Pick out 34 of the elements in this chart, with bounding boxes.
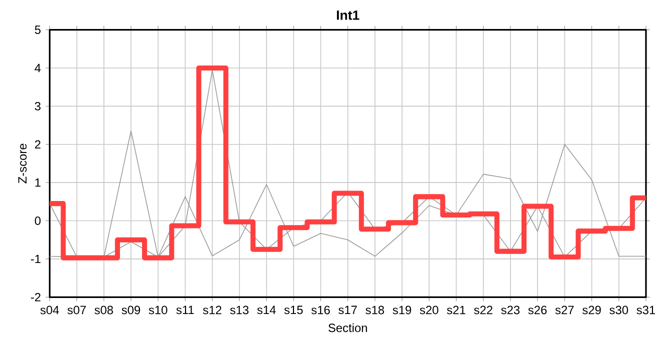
x-tick-label: s16 [311, 306, 330, 314]
x-tick-label: s13 [230, 306, 249, 314]
y-tick-label: 3 [34, 102, 41, 111]
x-tick-label: s18 [366, 306, 384, 314]
x-tick-label: s07 [68, 306, 86, 314]
x-tick-label: s31 [636, 306, 656, 314]
x-tick-label: s22 [474, 306, 492, 314]
y-tick-label: -1 [30, 254, 40, 264]
y-axis-title: Z-score [18, 144, 27, 184]
chart-title: Int1 [336, 10, 360, 20]
x-tick-label: s11 [176, 306, 194, 314]
x-axis-title: Section [328, 323, 367, 332]
x-tick-label: s21 [446, 306, 466, 314]
x-tick-label: s20 [420, 306, 438, 314]
x-tick-label: s17 [338, 306, 357, 314]
x-tick-label: s09 [122, 306, 140, 314]
x-tick-label: s26 [528, 306, 547, 314]
x-tick-label: s12 [203, 306, 222, 314]
x-tick-label: s27 [555, 306, 574, 314]
x-tick-label: s15 [284, 306, 303, 314]
x-tick-label: s08 [94, 306, 113, 314]
x-tick-label: s10 [148, 306, 168, 314]
y-tick-label: 5 [34, 26, 41, 34]
x-tick-label: s19 [392, 306, 412, 314]
x-tick-label: s23 [501, 306, 520, 314]
y-tick-label: 4 [34, 64, 41, 72]
x-tick-label: s04 [40, 306, 59, 314]
y-tick-label: -2 [30, 293, 40, 302]
x-tick-label: s14 [257, 306, 276, 314]
y-tick-label: 0 [34, 216, 41, 226]
y-tick-label: 2 [35, 140, 40, 149]
x-tick-label: s29 [582, 306, 601, 314]
x-tick-label: s30 [610, 306, 628, 314]
y-tick-label: 1 [35, 178, 40, 187]
